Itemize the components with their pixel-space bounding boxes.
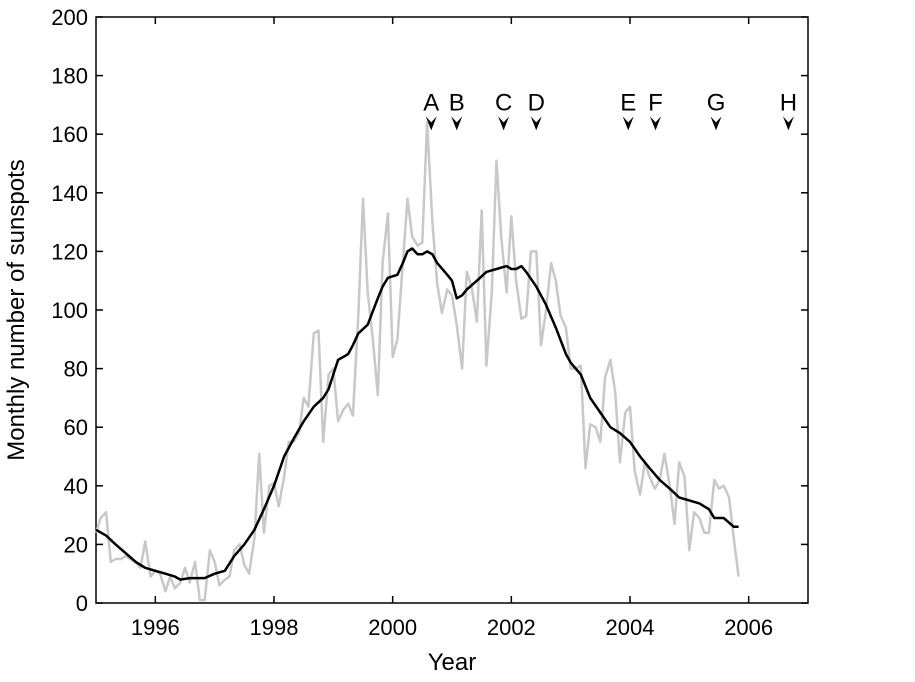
x-axis-ticks: 1996 1998 2000 2002 2004 2006 [131, 17, 773, 640]
marker-label-g: G [707, 89, 726, 116]
marker-arrow-h [782, 116, 794, 131]
y-tick-label: 200 [51, 5, 88, 30]
x-tick-label: 1996 [131, 615, 180, 640]
series-smoothed-sunspots [95, 247, 739, 581]
marker-label-h: H [780, 89, 797, 116]
y-tick-label: 80 [64, 357, 88, 382]
x-tick-label: 2004 [606, 615, 655, 640]
y-tick-label: 0 [76, 591, 88, 616]
marker-arrow-c [498, 116, 510, 131]
y-tick-label: 120 [51, 239, 88, 264]
y-tick-label: 160 [51, 122, 88, 147]
marker-arrow-b [451, 116, 463, 131]
series-monthly-sunspots [94, 121, 740, 602]
y-tick-label: 60 [64, 415, 88, 440]
marker-label-b: B [449, 89, 465, 116]
x-axis-title: Year [428, 649, 477, 676]
y-tick-label: 40 [64, 474, 88, 499]
marker-arrow-f [650, 116, 662, 131]
marker-label-c: C [495, 89, 512, 116]
y-tick-label: 140 [51, 181, 88, 206]
y-tick-label: 20 [64, 532, 88, 557]
marker-arrow-a [425, 116, 437, 131]
x-tick-label: 2006 [724, 615, 773, 640]
marker-label-a: A [423, 89, 439, 116]
x-tick-label: 2002 [487, 615, 536, 640]
marker-label-d: D [528, 89, 545, 116]
marker-arrow-d [530, 116, 542, 131]
marker-arrow-g [710, 116, 722, 131]
y-axis-ticks: 0 20 40 60 80 100 120 140 160 180 200 [51, 5, 808, 616]
marker-label-f: F [648, 89, 663, 116]
y-tick-label: 100 [51, 298, 88, 323]
x-tick-label: 2000 [368, 615, 417, 640]
marker-arrow-e [622, 116, 634, 131]
marker-label-e: E [620, 89, 636, 116]
x-tick-label: 1998 [250, 615, 299, 640]
y-tick-label: 180 [51, 64, 88, 89]
y-axis-title: Monthly number of sunspots [3, 159, 30, 461]
